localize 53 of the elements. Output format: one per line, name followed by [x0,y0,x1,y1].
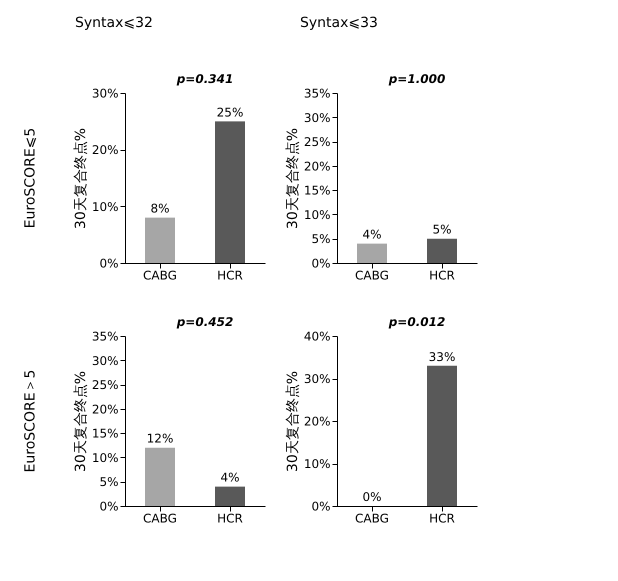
y-tick-label: 35% [304,86,330,100]
y-tick-label: 10% [304,208,330,222]
text: EuroSCORE⩽5 [22,128,38,228]
y-tick-label: 10% [92,450,118,465]
x-tick-label: CABG [143,512,177,526]
y-axis-title: 30天复合终点% [284,128,301,230]
text: p=0.341 [176,72,234,86]
text: Syntax⩽33 [300,15,378,31]
y-tick-label: 25% [304,135,330,150]
data-label: 33% [428,350,456,364]
y-tick-label: 20% [304,414,330,428]
data-label: 12% [146,432,174,446]
y-tick-label: 0% [99,500,118,514]
y-tick-label: 25% [92,378,118,392]
y-tick-label: 20% [304,159,330,174]
y-tick-label: 30% [304,110,330,125]
data-label: 5% [432,222,452,237]
y-tick-label: 15% [304,184,330,198]
y-tick-label: 35% [92,330,118,344]
y-tick-label: 0% [99,256,118,270]
y-tick-label: 5% [311,232,330,246]
data-label: 4% [220,470,240,485]
text: EuroSCORE＞5 [22,370,38,472]
data-label: 4% [362,228,382,242]
y-axis-title: 30天复合终点% [72,128,89,230]
x-tick-label: HCR [429,512,455,526]
data-label: 25% [216,105,244,120]
data-label: 8% [150,202,170,216]
x-tick-label: HCR [429,268,455,282]
x-tick-label: HCR [217,268,243,282]
y-axis-title: 30天复合终点% [72,370,89,472]
y-tick-label: 30% [92,354,118,368]
text: p=0.452 [176,315,234,329]
x-tick-label: CABG [355,268,389,282]
x-tick-label: CABG [143,268,177,282]
y-tick-label: 15% [92,426,118,441]
y-tick-label: 20% [92,143,118,158]
y-tick-label: 30% [92,86,118,100]
text: p=1.000 [388,72,446,86]
text: Syntax⩽32 [75,15,153,31]
text: p=0.012 [388,315,446,329]
data-label: 0% [362,490,382,504]
y-tick-label: 20% [92,402,118,416]
y-tick-label: 30% [304,372,330,386]
y-tick-label: 5% [99,475,118,490]
y-tick-label: 10% [92,200,118,214]
y-tick-label: 0% [311,500,330,514]
y-axis-title: 30天复合终点% [284,370,301,472]
x-tick-label: CABG [355,512,389,526]
y-tick-label: 40% [304,330,330,344]
y-tick-label: 10% [304,457,330,471]
x-tick-label: HCR [217,512,243,526]
y-tick-label: 0% [311,256,330,270]
